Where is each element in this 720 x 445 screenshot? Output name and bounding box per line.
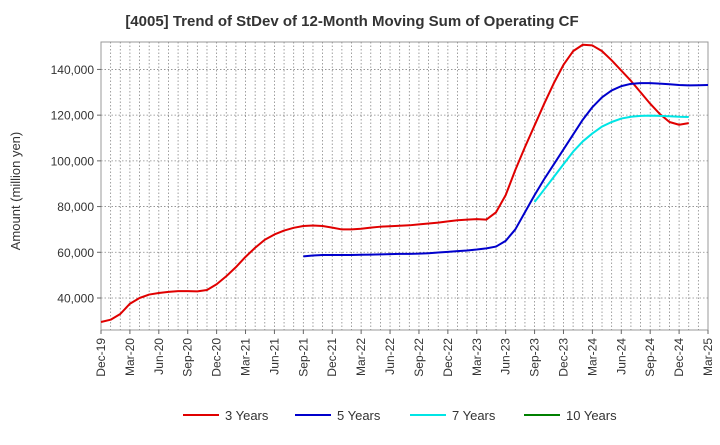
x-tick-label: Mar-21	[239, 338, 253, 376]
x-tick-label: Dec-23	[556, 338, 570, 377]
series-line-5-years	[303, 82, 709, 258]
y-axis-label: Amount (million yen)	[8, 132, 23, 251]
legend-label-3-years: 3 Years	[225, 408, 269, 423]
plot-frame	[100, 41, 709, 331]
x-tick-label: Jun-22	[383, 338, 397, 375]
x-tick-label: Mar-22	[354, 338, 368, 376]
x-tick-label: Dec-19	[94, 338, 108, 377]
x-tick-label: Mar-23	[470, 338, 484, 376]
x-tick-label: Sep-21	[296, 338, 310, 377]
x-tick-label: Jun-23	[499, 338, 513, 375]
legend: 3 Years 5 Years 7 Years 10 Years	[183, 408, 617, 423]
series-line-7-years	[533, 114, 689, 203]
y-tick-label: 40,000	[57, 292, 94, 306]
x-tick-label: Dec-21	[325, 338, 339, 377]
y-tick-label: 80,000	[57, 200, 94, 214]
y-axis-ticks: 40,000 60,000 80,000 100,000 120,000 140,000	[51, 63, 101, 306]
x-tick-label: Sep-20	[181, 338, 195, 377]
legend-label-5-years: 5 Years	[337, 408, 381, 423]
x-tick-label: Dec-24	[672, 338, 686, 377]
y-tick-label: 60,000	[57, 246, 94, 260]
x-tick-label: Sep-23	[528, 338, 542, 377]
x-tick-label: Jun-24	[614, 338, 628, 375]
y-tick-label: 140,000	[51, 63, 95, 77]
series-layer	[100, 43, 709, 323]
y-tick-label: 120,000	[51, 109, 95, 123]
x-tick-label: Sep-24	[643, 338, 657, 377]
x-tick-label: Jun-20	[152, 338, 166, 375]
x-tick-label: Dec-20	[210, 338, 224, 377]
x-tick-label: Sep-22	[412, 338, 426, 377]
y-tick-label: 100,000	[51, 154, 95, 168]
legend-label-7-years: 7 Years	[452, 408, 496, 423]
grid-layer	[101, 42, 708, 330]
x-tick-label: Mar-25	[701, 338, 715, 376]
chart-title: [4005] Trend of StDev of 12-Month Moving…	[125, 13, 578, 30]
x-tick-label: Mar-24	[585, 338, 599, 376]
x-axis-ticks: Dec-19 Mar-20 Jun-20 Sep-20 Dec-20 Mar-21 Jun-…	[94, 330, 715, 377]
x-tick-label: Dec-22	[441, 338, 455, 377]
x-tick-label: Jun-21	[267, 338, 281, 375]
legend-label-10-years: 10 Years	[566, 408, 617, 423]
series-line-3-years	[100, 43, 689, 323]
x-tick-label: Mar-20	[123, 338, 137, 376]
